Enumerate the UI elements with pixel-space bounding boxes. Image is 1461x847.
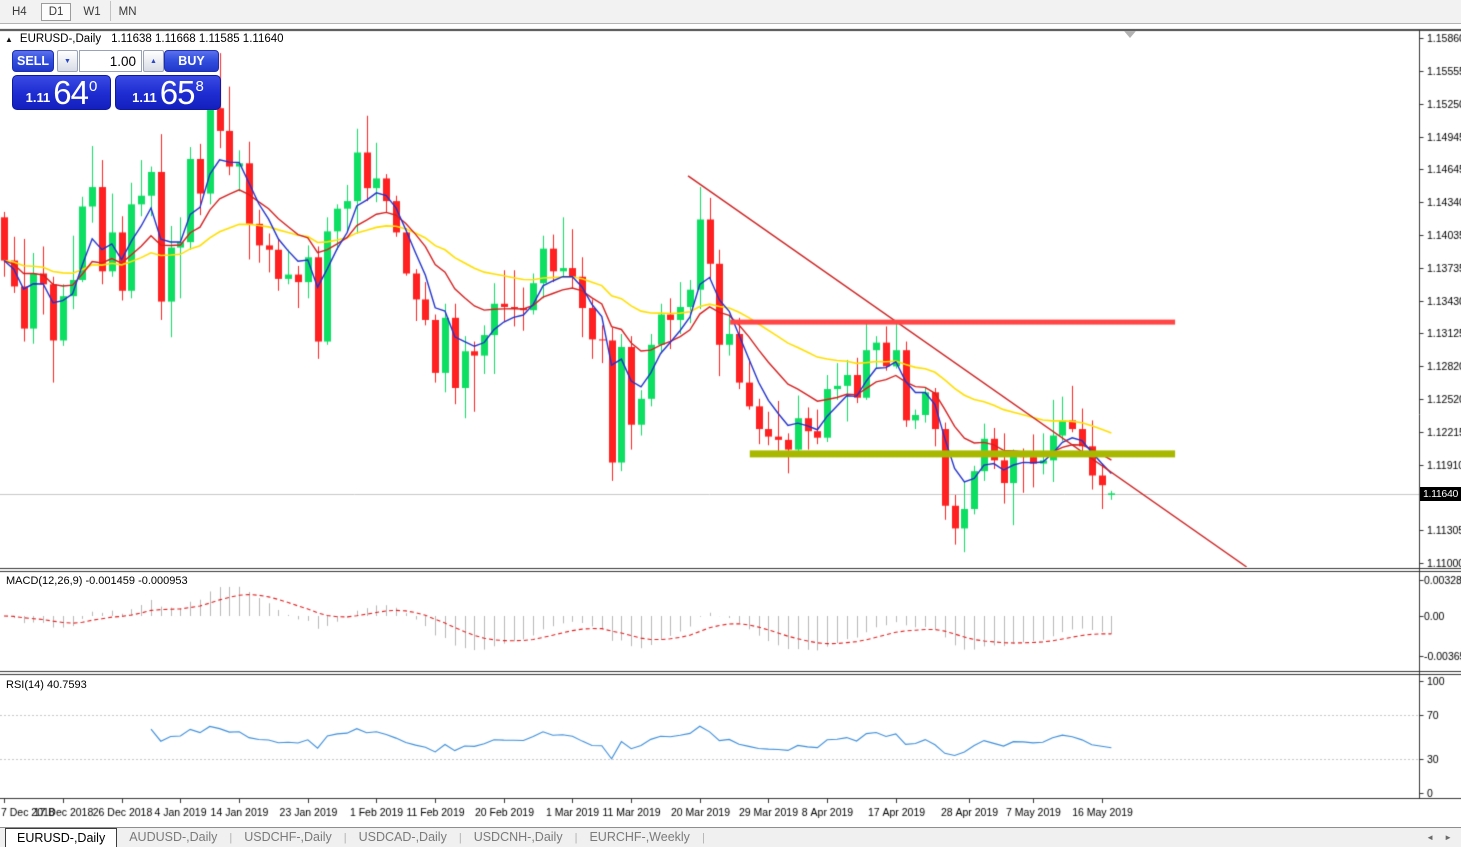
tab-separator: |	[458, 831, 462, 844]
chart-ohlc-values: 1.11638 1.11668 1.11585 1.11640	[111, 33, 284, 45]
tab-separator: |	[701, 831, 705, 844]
chart-tab[interactable]: USDCNH-,Daily	[473, 830, 563, 844]
sell-price-prefix: 1.11	[25, 90, 51, 105]
sell-price-big: 64	[53, 74, 89, 111]
timeframe-w1[interactable]: W1	[83, 5, 101, 18]
chart-tab[interactable]: USDCHF-,Daily	[244, 830, 332, 844]
timeframe-d1[interactable]: D1	[40, 2, 72, 21]
buy-price-big: 65	[159, 74, 196, 111]
chart-tab[interactable]: AUDUSD-,Daily	[129, 830, 218, 844]
collapse-panel-icon[interactable]: ▲	[5, 34, 13, 44]
chart-title: ▲ EURUSD-,Daily 1.11638 1.11668 1.11585 …	[5, 33, 284, 45]
chart-tab[interactable]: EURUSD-,Daily	[5, 828, 118, 847]
sell-price-superscript: 0	[88, 78, 98, 95]
lot-increase-button[interactable]: ▲	[143, 50, 164, 72]
chart-tabs: EURUSD-,Daily AUDUSD-,Daily | USDCHF-,Daily…	[0, 828, 705, 847]
timeframe-h4[interactable]: H4	[12, 5, 27, 18]
tab-scroll-left-icon[interactable]: ◄	[1426, 833, 1434, 842]
buy-price-superscript: 8	[195, 78, 204, 95]
tab-scroll-right-icon[interactable]: ►	[1444, 833, 1452, 842]
chart-shift-marker-icon[interactable]	[1124, 31, 1136, 38]
buy-button[interactable]: BUY	[164, 50, 219, 72]
current-price-tag: 1.11640	[1420, 487, 1461, 501]
chart-tab[interactable]: EURCHF-,Weekly	[589, 830, 690, 844]
spinner-down-icon: ▼	[64, 57, 71, 65]
toolbar-separator	[110, 1, 111, 21]
lot-decrease-button[interactable]: ▼	[57, 50, 78, 72]
lot-size-input[interactable]	[79, 50, 142, 72]
buy-price-panel[interactable]: 1.11 65 8	[115, 75, 221, 110]
bottom-tab-bar: EURUSD-,Daily AUDUSD-,Daily | USDCHF-,Daily…	[0, 827, 1461, 847]
chart-symbol-label: EURUSD-,Daily	[19, 33, 102, 45]
sell-price-panel[interactable]: 1.11 64 0	[12, 75, 111, 110]
tab-separator: |	[574, 831, 578, 844]
macd-label: MACD(12,26,9) -0.001459 -0.000953	[6, 575, 188, 587]
spinner-up-icon: ▲	[150, 57, 157, 65]
chart-tab[interactable]: USDCAD-,Daily	[358, 830, 447, 844]
timeframe-toolbar: H4 D1 W1 MN	[0, 0, 1461, 24]
rsi-label: RSI(14) 40.7593	[6, 679, 87, 691]
tab-separator: |	[343, 831, 347, 844]
buy-price-prefix: 1.11	[132, 90, 157, 105]
timeframe-mn[interactable]: MN	[118, 5, 137, 18]
tab-separator: |	[229, 831, 233, 844]
sell-button[interactable]: SELL	[12, 50, 54, 72]
